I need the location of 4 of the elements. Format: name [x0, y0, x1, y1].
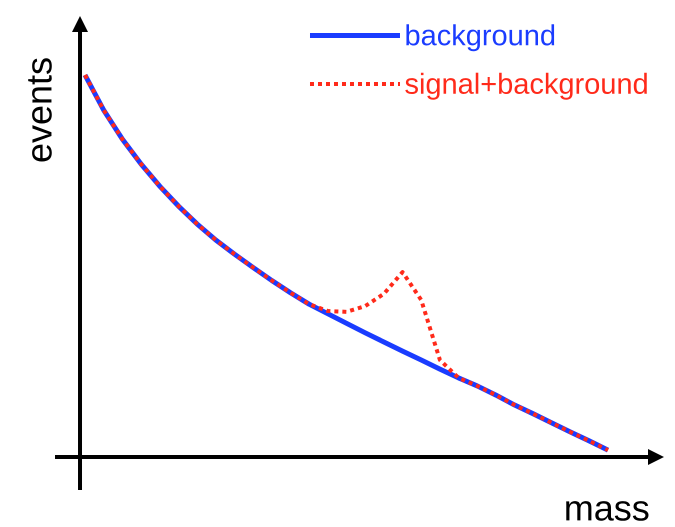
- x-axis-title: mass: [566, 501, 648, 521]
- y-axis-title: events: [28, 58, 52, 162]
- legend-label: background: [406, 24, 554, 52]
- legend-label: signal+background: [405, 72, 647, 100]
